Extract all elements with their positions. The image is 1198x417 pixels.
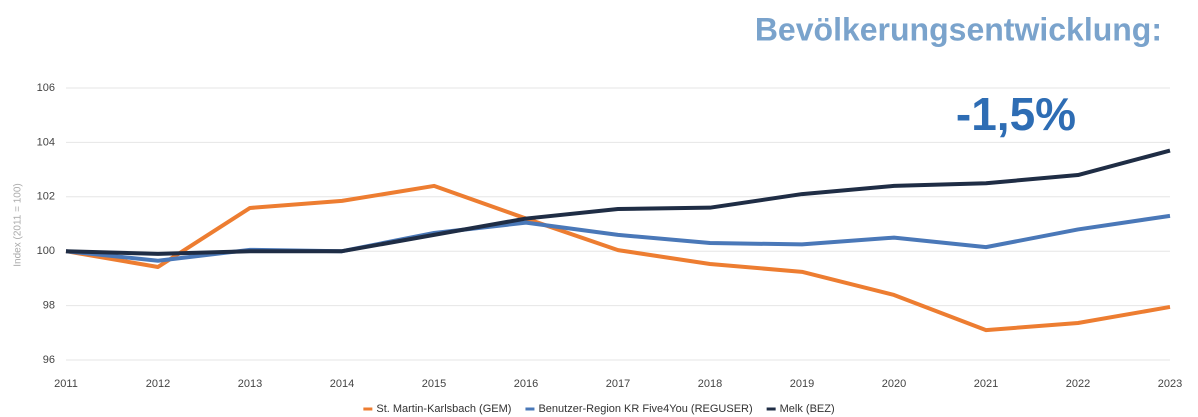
x-tick-label: 2016: [514, 378, 538, 390]
legend-label: St. Martin-Karlsbach (GEM): [376, 403, 511, 415]
x-tick-label: 2021: [974, 378, 998, 390]
series-line: [65, 148, 1171, 256]
x-tick-label: 2023: [1158, 378, 1182, 390]
x-tick-label: 2022: [1066, 378, 1090, 390]
chart-title: Bevölkerungsentwicklung:: [755, 11, 1162, 47]
series-line: [65, 183, 1171, 333]
y-tick-label: 106: [37, 82, 55, 94]
x-tick-label: 2020: [882, 378, 906, 390]
x-tick-label: 2017: [606, 378, 630, 390]
x-tick-label: 2012: [146, 378, 170, 390]
legend-label: Melk (BEZ): [780, 403, 835, 415]
x-tick-label: 2015: [422, 378, 446, 390]
chart-subtitle: -1,5%: [956, 88, 1076, 140]
x-tick-label: 2018: [698, 378, 722, 390]
x-tick-label: 2019: [790, 378, 814, 390]
y-tick-label: 100: [37, 245, 55, 257]
y-axis-label: Index (2011 = 100): [13, 183, 24, 267]
series-line: [65, 213, 1171, 263]
y-tick-label: 96: [43, 354, 55, 366]
legend-label: Benutzer-Region KR Five4You (REGUSER): [538, 403, 752, 415]
x-tick-label: 2013: [238, 378, 262, 390]
y-tick-label: 104: [37, 136, 55, 148]
x-tick-label: 2011: [54, 378, 78, 390]
x-tick-label: 2014: [330, 378, 354, 390]
y-tick-label: 102: [37, 191, 55, 203]
y-tick-label: 98: [43, 300, 55, 312]
